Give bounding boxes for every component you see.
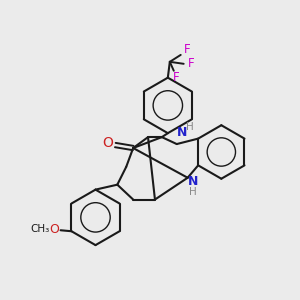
Text: CH₃: CH₃ (30, 224, 50, 234)
Text: O: O (102, 136, 113, 150)
Text: F: F (184, 44, 191, 56)
Text: F: F (188, 57, 195, 70)
Text: O: O (50, 223, 60, 236)
Text: H: H (189, 187, 196, 196)
Text: F: F (172, 71, 179, 84)
Text: N: N (176, 126, 187, 139)
Text: H: H (186, 122, 194, 132)
Text: N: N (188, 175, 198, 188)
